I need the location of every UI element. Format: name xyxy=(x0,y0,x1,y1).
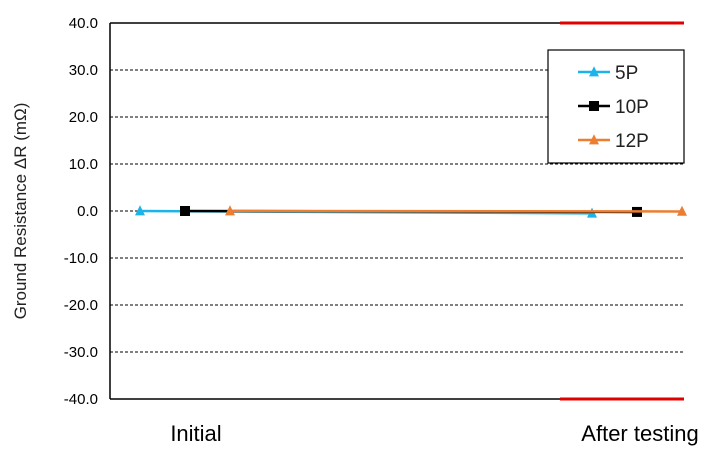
legend-marker xyxy=(589,66,599,77)
data-point xyxy=(677,205,687,216)
y-tick-labels: 40.0 30.0 20.0 10.0 0.0 -10.0 -20.0 -30.0 -40.0 xyxy=(64,15,98,408)
x-category-label: Initial xyxy=(170,421,221,446)
y-tick-label: 20.0 xyxy=(69,109,98,126)
legend-item: 5P xyxy=(578,63,638,84)
legend: 5P 10P 12P xyxy=(547,49,685,164)
series-lines xyxy=(135,205,687,218)
y-tick-label: 10.0 xyxy=(69,156,98,173)
legend-marker xyxy=(589,134,599,145)
x-category-label: After testing xyxy=(581,421,698,446)
legend-item: 12P xyxy=(578,131,649,152)
y-tick-label: 40.0 xyxy=(69,15,98,32)
legend-label: 10P xyxy=(615,97,649,118)
x-category-labels: Initial After testing xyxy=(170,421,698,446)
data-point xyxy=(225,205,235,216)
legend-marker xyxy=(589,101,599,111)
y-tick-label: -40.0 xyxy=(64,391,98,408)
data-point xyxy=(180,206,190,216)
y-tick-label: -30.0 xyxy=(64,344,98,361)
data-point xyxy=(135,205,145,216)
y-tick-label: -20.0 xyxy=(64,297,98,314)
legend-label: 12P xyxy=(615,131,649,152)
series-12P xyxy=(225,205,687,216)
y-tick-label: 30.0 xyxy=(69,62,98,79)
y-tick-label: 0.0 xyxy=(77,203,98,220)
y-axis-title: Ground Resistance ΔR (mΩ) xyxy=(11,103,30,320)
limit-lines xyxy=(560,21,684,401)
legend-box xyxy=(547,49,685,164)
legend-item: 10P xyxy=(578,97,649,118)
legend-label: 5P xyxy=(615,63,638,84)
y-tick-label: -10.0 xyxy=(64,250,98,267)
